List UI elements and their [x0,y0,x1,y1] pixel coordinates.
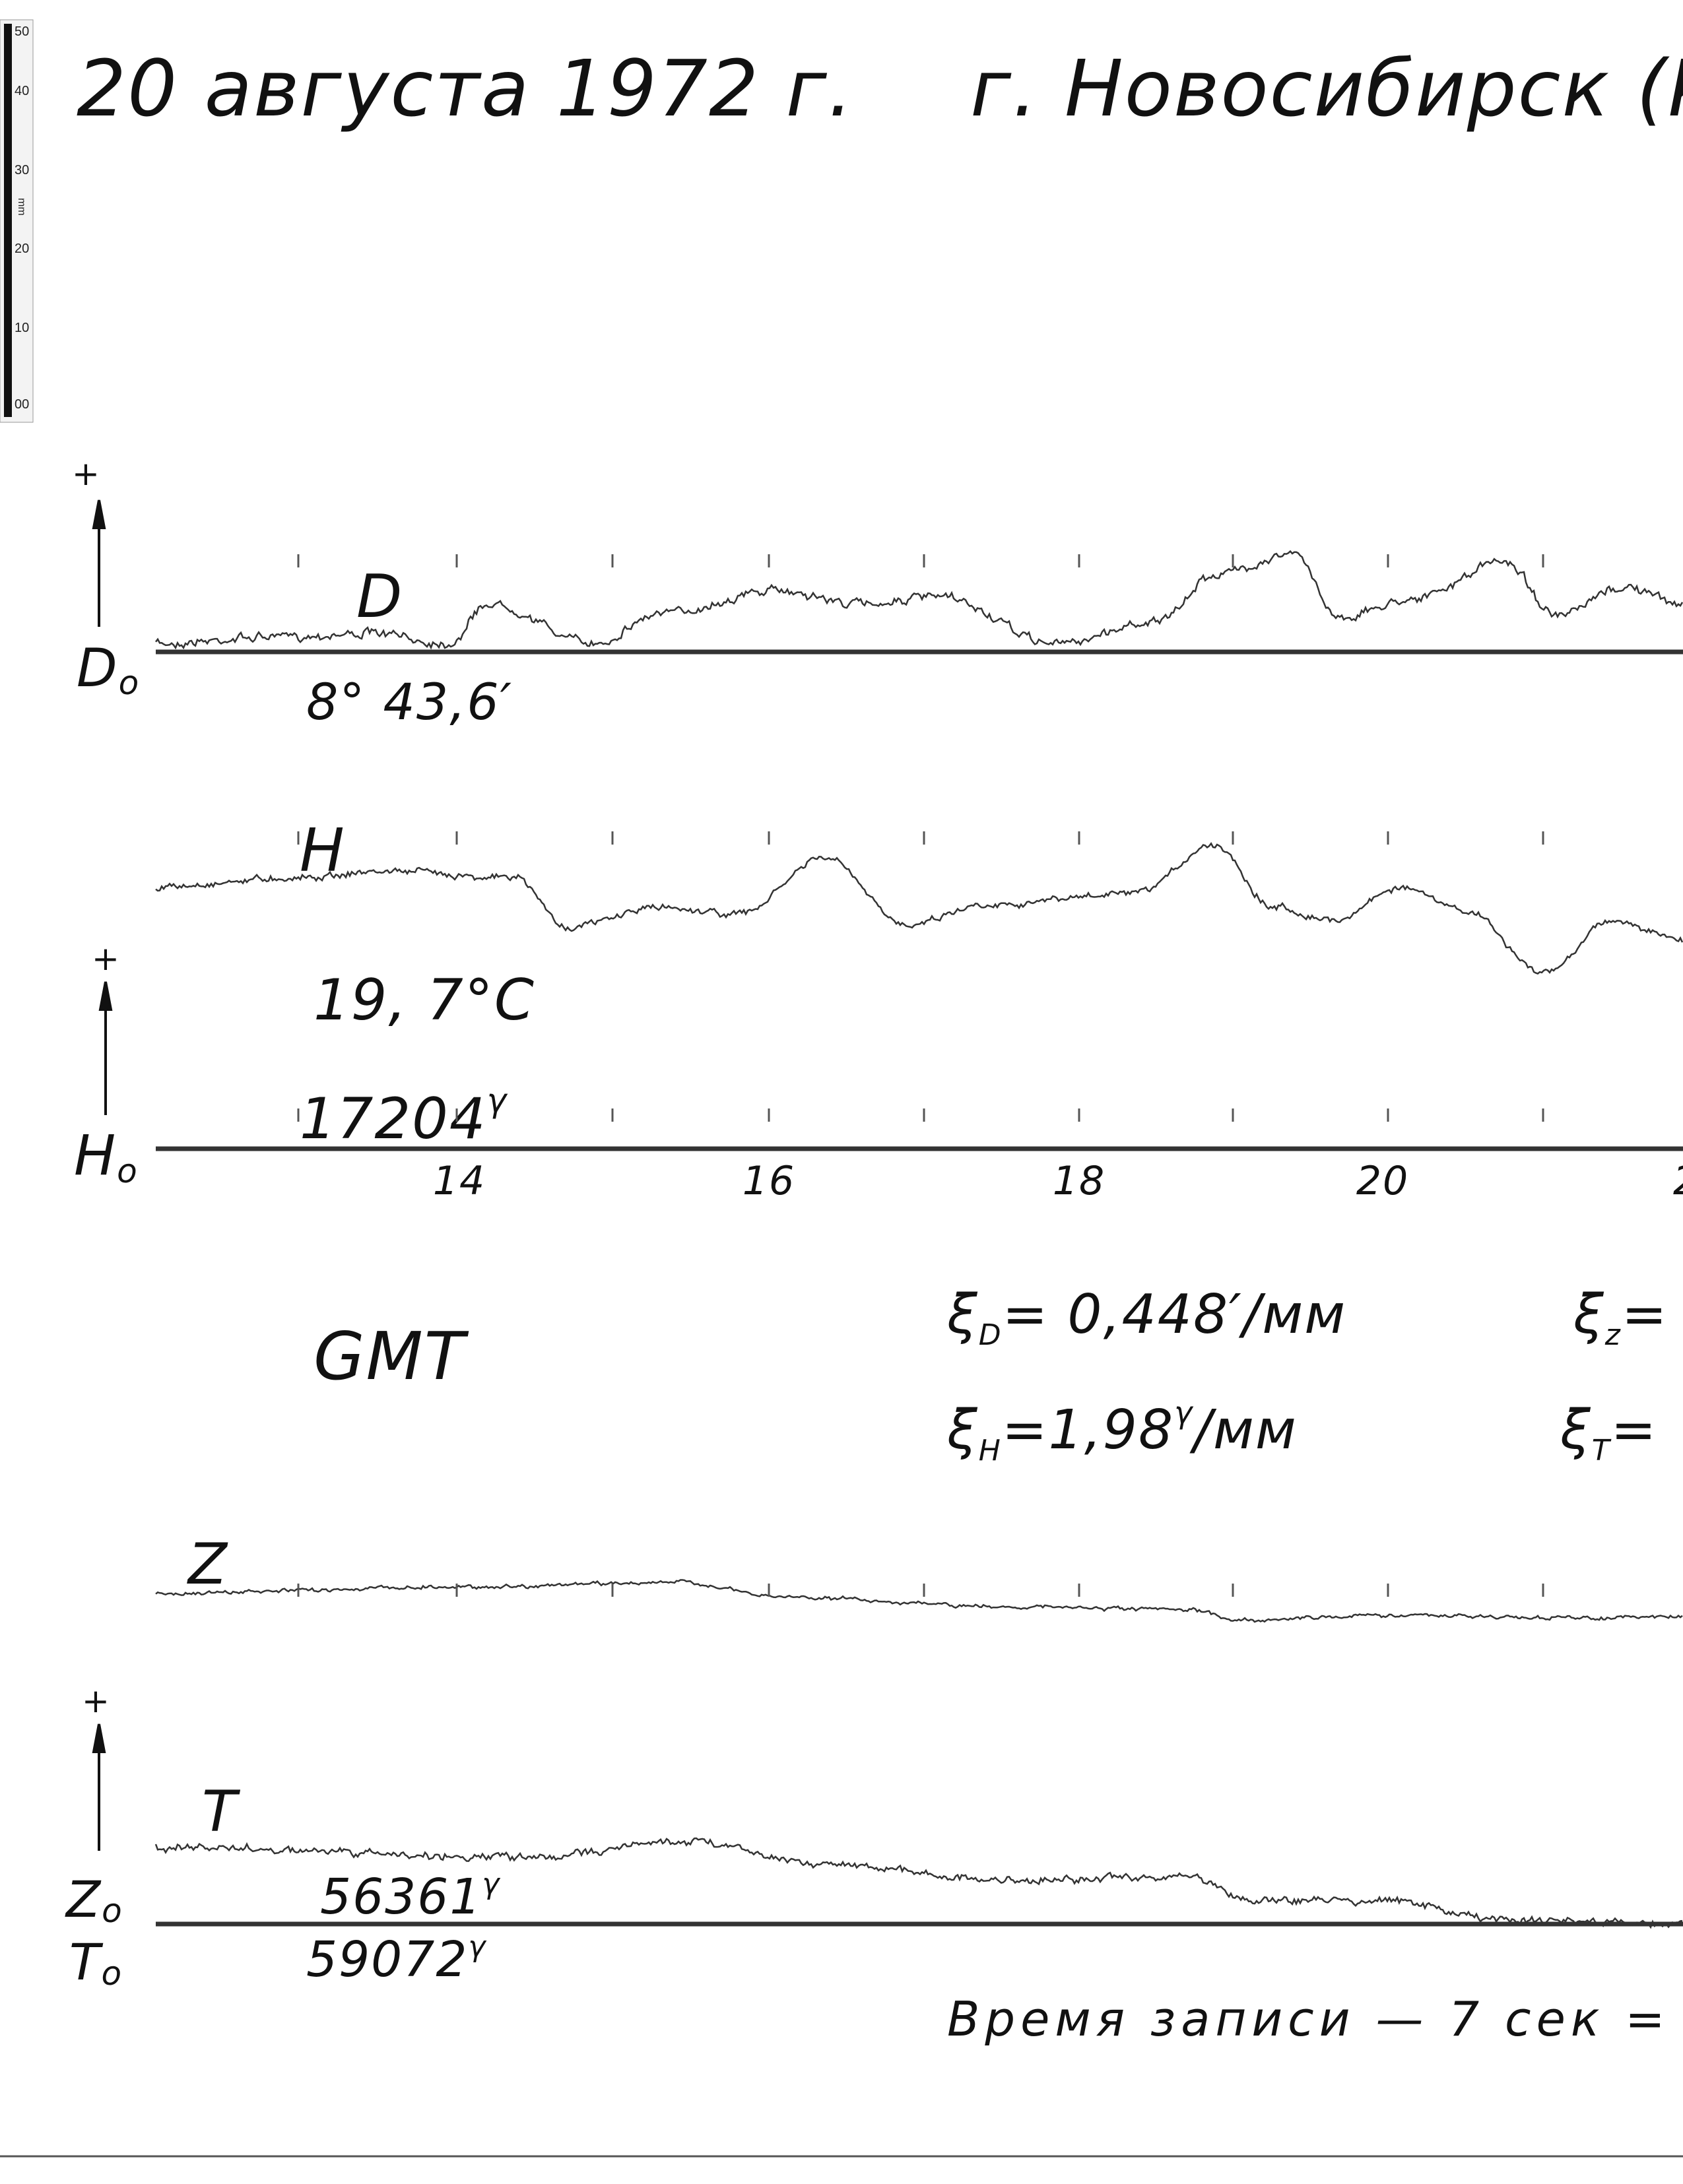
base: H [74,1123,117,1188]
arrow-head [92,499,106,529]
sup: γ [1174,1395,1194,1430]
value: 56361 [320,1869,482,1925]
baseline-label: Zo [65,1870,123,1930]
sub: D [979,1318,1003,1352]
base-value: 59072γ [306,1930,486,1988]
base-sub: o [117,1152,139,1190]
sub: T [1592,1434,1612,1467]
baseline-label: To [69,1933,123,1993]
ruler-bar [4,24,12,417]
ruler-label: 50 [15,24,29,39]
scale: ξH=1,98γ/мм [946,1395,1298,1467]
hour-label: 16 [742,1158,795,1204]
trace-label: T [202,1779,241,1845]
plus: + [72,455,100,493]
trace-label: H [300,816,346,885]
ruler-label: 10 [15,321,29,335]
value: 17204 [300,1086,487,1152]
symbol: ξ [946,1283,979,1346]
base: Z [65,1870,102,1929]
arrow-head [92,1723,106,1753]
place: г. Новосибирск (Кл [970,43,1683,134]
scale: ξD= 0,448′/мм [946,1283,1346,1352]
base: T [69,1933,104,1991]
value-sup: γ [487,1081,508,1120]
value-sup: γ [468,1930,486,1964]
date: 20 августа 1972 г. [77,43,854,134]
time-label: GMT [314,1318,469,1395]
hour-label: 20 [1356,1158,1409,1204]
base-sub: o [102,1892,123,1930]
base-value: 56361γ [320,1867,500,1925]
rest: = [1622,1283,1668,1346]
ruler-label: 30 [15,163,29,177]
value: 59072 [306,1931,468,1988]
trace [154,1837,1683,1929]
arrow-head [98,981,113,1011]
trace-label: D [356,562,403,631]
baseline-label: Do [77,637,140,702]
ruler-label: 00 [15,397,29,412]
temperature: 19, 7°C [314,967,535,1033]
ruler-unit: mm [16,198,27,216]
baseline-label: Ho [74,1123,139,1190]
trace [155,842,1683,975]
sub: H [979,1434,1002,1467]
hour-label: 2 [1673,1158,1683,1204]
base: D [77,637,119,699]
rest: = 0,448′/мм [1003,1283,1347,1346]
base-value: 17204γ [300,1081,508,1152]
rest: =1,98 [1002,1399,1174,1461]
plus: + [92,940,119,978]
base-sub: o [119,664,141,702]
hour-label: 14 [433,1158,486,1204]
plus: + [82,1682,110,1720]
trace-label: Z [187,1531,228,1597]
ruler-label: 40 [15,84,29,98]
footer: Время записи — 7 сек = [947,1991,1670,2047]
trace [155,1579,1683,1623]
sub: z [1604,1318,1622,1352]
scale: ξT= [1560,1399,1657,1467]
rest: = [1611,1399,1658,1461]
tail: /мм [1189,1399,1297,1461]
hour-label: 18 [1053,1158,1106,1204]
base-value: 8° 43,6′ [306,672,513,731]
symbol: ξ [1573,1283,1605,1346]
arrows [92,499,113,1851]
base-sub: o [101,1954,123,1993]
trace [155,550,1683,650]
symbol: ξ [1560,1399,1592,1461]
symbol: ξ [946,1399,979,1461]
value-sup: γ [482,1867,500,1901]
ruler-label: 20 [15,241,29,256]
scale: ξz= [1573,1283,1668,1352]
